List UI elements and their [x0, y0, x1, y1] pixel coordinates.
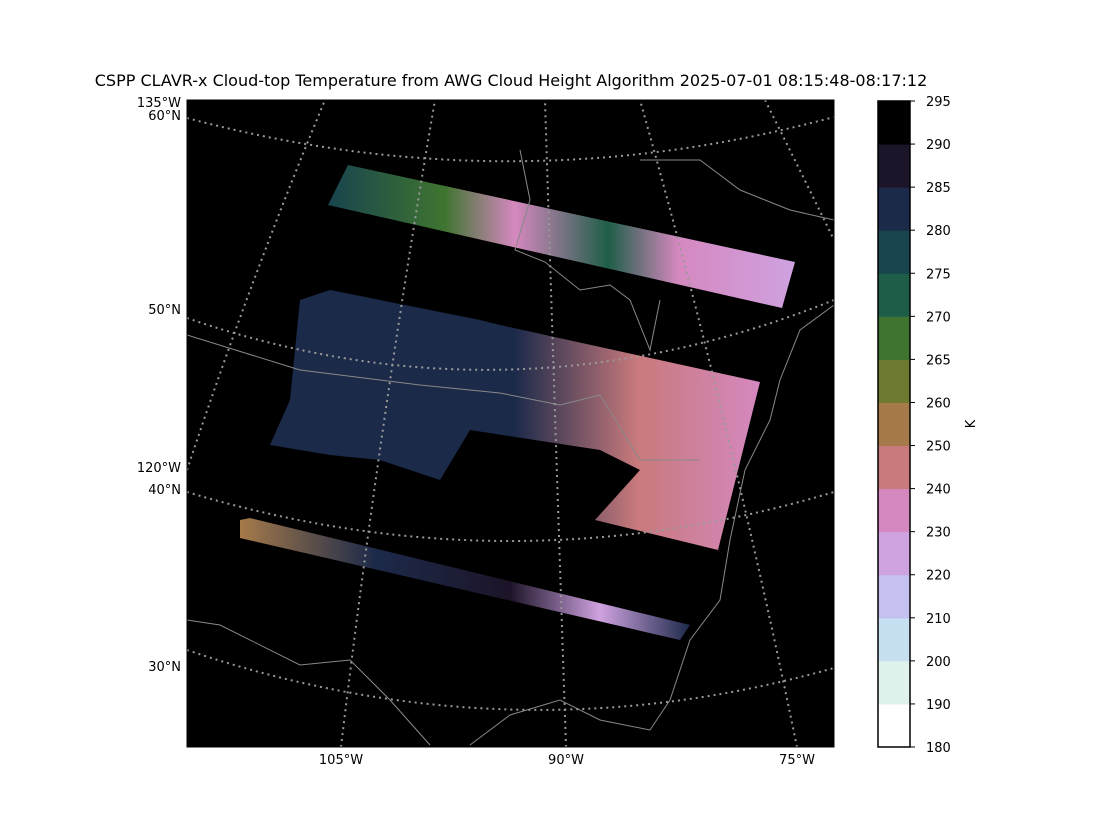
colorbar-tick-label: 190 [926, 698, 951, 713]
coastline [640, 159, 834, 221]
colorbar-tick-label: 280 [926, 224, 951, 239]
colorbar-segment [878, 101, 910, 145]
lat-label: 40°N [148, 483, 181, 498]
colorbar-segment [878, 402, 910, 447]
colorbar-label: K [964, 419, 979, 428]
lat-label: 60°N [148, 109, 181, 124]
coastline [469, 304, 834, 746]
lon-label: 105°W [319, 753, 363, 768]
colorbar-segment [878, 144, 910, 188]
colorbar-tick-label: 220 [926, 569, 951, 584]
colorbar-tick-label: 240 [926, 483, 951, 498]
colorbar-segment [878, 445, 910, 490]
border [187, 334, 700, 461]
colorbar-segment [878, 703, 910, 748]
colorbar: 180 190 200 210 220 230 240 250 260 265 270 275 280 2… [877, 95, 951, 756]
grid-line [187, 100, 326, 471]
colorbar-segment [878, 488, 910, 533]
colorbar-tick-label: 295 [926, 95, 951, 110]
colorbar-segment [878, 617, 910, 662]
swath [240, 518, 690, 640]
colorbar-tick-label: 290 [926, 138, 951, 153]
colorbar-segment [878, 316, 910, 360]
colorbar-segment [878, 359, 910, 403]
colorbar-tick-label: 275 [926, 267, 951, 282]
coastline [514, 149, 661, 352]
swath [270, 290, 760, 550]
colorbar-segment [878, 187, 910, 231]
colorbar-tick-label: 270 [926, 310, 951, 325]
lon-label: 75°W [779, 753, 815, 768]
map [187, 100, 834, 747]
title: CSPP CLAVR-x Cloud-top Temperature from … [95, 71, 928, 90]
swath [328, 165, 795, 308]
lon-label: 90°W [548, 753, 584, 768]
grid-line [544, 100, 567, 747]
border [187, 619, 431, 746]
colorbar-tick-label: 285 [926, 181, 951, 196]
lon-label: 135°W [137, 96, 181, 111]
colorbar-tick-label: 230 [926, 526, 951, 541]
colorbar-segment [878, 531, 910, 576]
colorbar-tick-label: 250 [926, 440, 951, 455]
colorbar-tick-label: 260 [926, 396, 951, 411]
lon-label: 120°W [137, 461, 181, 476]
colorbar-tick-label: 210 [926, 612, 951, 627]
grid-line [187, 299, 834, 371]
colorbar-segment [878, 574, 910, 619]
colorbar-tick-label: 200 [926, 655, 951, 670]
map-frame [186, 99, 835, 748]
lat-label: 50°N [148, 303, 181, 318]
colorbar-segment [878, 273, 910, 317]
lat-label: 30°N [148, 660, 181, 675]
colorbar-segment [878, 230, 910, 274]
colorbar-tick-label: 180 [926, 741, 951, 756]
colorbar-frame [877, 100, 911, 748]
colorbar-tick-label: 265 [926, 353, 951, 368]
colorbar-segment [878, 660, 910, 705]
grid-line [764, 100, 834, 241]
